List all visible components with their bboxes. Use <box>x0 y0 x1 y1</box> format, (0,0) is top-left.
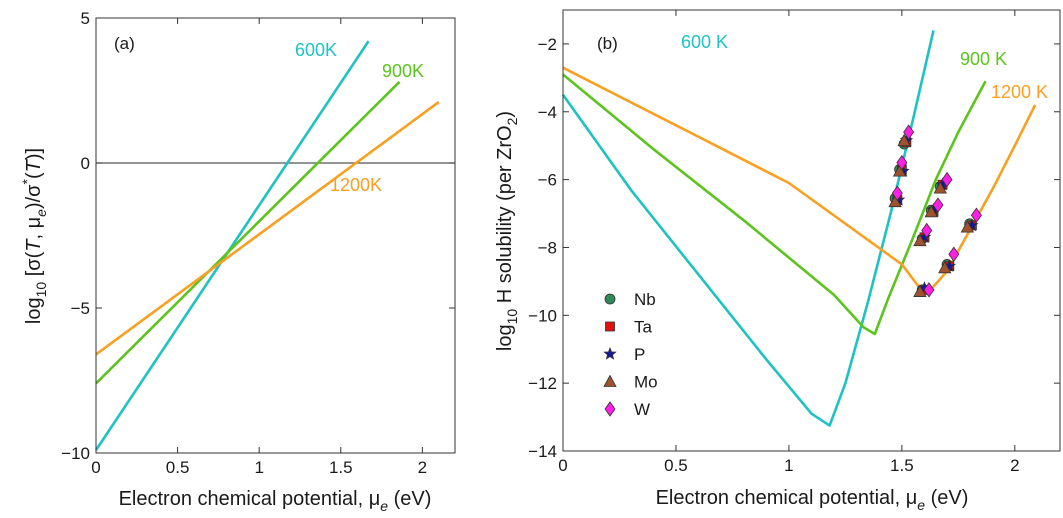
x-tick-label: 1 <box>784 456 793 475</box>
marker-mo <box>913 284 927 297</box>
panel-a-xlabel: Electron chemical potential, μe (eV) <box>119 488 432 514</box>
panel-a-label: (a) <box>114 34 135 53</box>
legend-marker-nb <box>604 293 616 305</box>
x-tick-label: 1.5 <box>329 458 353 477</box>
y-tick-label: −14 <box>528 442 557 461</box>
x-tick-label: 1.5 <box>890 456 914 475</box>
legend-label-ta: Ta <box>634 318 653 337</box>
y-tick-label: 0 <box>81 154 90 173</box>
legend-label-w: W <box>634 400 650 419</box>
marker-mo <box>913 233 927 247</box>
legend-marker-w <box>604 401 616 417</box>
legend-marker-ta <box>605 321 615 332</box>
panel-a-ylabel: log10 [σ(T, μe)/σ*(T)] <box>19 148 49 324</box>
series-label-1200k-a: 1200K <box>330 175 382 195</box>
marker-mo <box>897 133 911 147</box>
series-label-900k-a: 900K <box>382 61 424 81</box>
panel-b-axes-frame <box>562 9 1061 452</box>
panel-b-plot-area <box>561 30 1037 427</box>
marker-w <box>921 222 933 239</box>
legend-marker-mo <box>603 374 617 387</box>
panel-b-ticks: 0 0.5 1 1.5 2 −14 −12 −10 −8 −6 −4 −2 <box>528 10 1060 475</box>
series-label-600k-a: 600K <box>295 40 337 60</box>
y-tick-label: −6 <box>538 171 557 190</box>
marker-w <box>948 246 960 262</box>
y-tick-label: −10 <box>528 306 557 325</box>
y-tick-label: 5 <box>81 9 90 28</box>
marker-w <box>932 197 944 213</box>
series-line-600k <box>561 30 935 427</box>
marker-w <box>891 185 903 201</box>
x-tick-label: 0 <box>558 456 567 475</box>
panel-b: 0 0.5 1 1.5 2 −14 −12 −10 −8 −6 −4 −2 (b) 600 K 900… <box>494 9 1061 513</box>
marker-w <box>941 171 953 188</box>
y-tick-label: −2 <box>538 35 557 54</box>
legend-label-nb: Nb <box>634 290 656 309</box>
panel-a-axes-frame <box>95 17 456 454</box>
x-tick-label: 2 <box>418 458 427 477</box>
marker-w <box>970 207 982 223</box>
marker-mo <box>938 260 952 274</box>
panel-a: 0 0.5 1 1.5 2 −10 −5 0 5 (a) 600K 900K 1200K log… <box>19 9 456 514</box>
series-label-600k-b: 600 K <box>681 32 728 52</box>
series-label-900k-b: 900 K <box>960 49 1007 69</box>
marker-mo <box>892 164 907 177</box>
marker-mo <box>960 220 975 233</box>
series-line-1200k <box>562 66 1037 293</box>
marker-mo <box>924 205 938 218</box>
x-tick-label: 1 <box>254 458 263 477</box>
series-label-1200k-b: 1200 K <box>991 82 1048 102</box>
panel-b-ylabel: log10 H solubility (per ZrO2) <box>494 111 520 351</box>
marker-w <box>896 154 908 171</box>
series-line-900k <box>562 73 987 336</box>
legend-label-p: P <box>634 345 645 364</box>
x-tick-label: 2 <box>1010 456 1019 475</box>
marker-w <box>903 124 915 140</box>
marker-w <box>923 282 935 298</box>
y-tick-label: −10 <box>61 444 90 463</box>
series-line-900k <box>95 80 401 385</box>
y-tick-label: −5 <box>71 299 90 318</box>
panel-a-ticks: 0 0.5 1 1.5 2 −10 −5 0 5 <box>61 9 455 477</box>
marker-mo <box>933 181 947 194</box>
x-tick-label: 0.5 <box>664 456 688 475</box>
series-line-1200k <box>95 101 440 356</box>
panel-b-label: (b) <box>597 34 618 53</box>
x-tick-label: 0.5 <box>166 458 190 477</box>
panel-a-plot-area <box>94 40 455 451</box>
legend-marker-p <box>603 346 617 360</box>
legend-label-mo: Mo <box>634 373 658 392</box>
marker-mo <box>888 194 902 208</box>
x-tick-label: 0 <box>91 458 100 477</box>
y-tick-label: −8 <box>538 238 557 257</box>
y-tick-label: −12 <box>528 374 557 393</box>
panel-b-xlabel: Electron chemical potential, μe (eV) <box>656 487 969 513</box>
y-tick-label: −4 <box>538 103 557 122</box>
series-line-600k <box>94 40 370 451</box>
panel-b-legend: Nb Ta P Mo W <box>603 290 658 419</box>
